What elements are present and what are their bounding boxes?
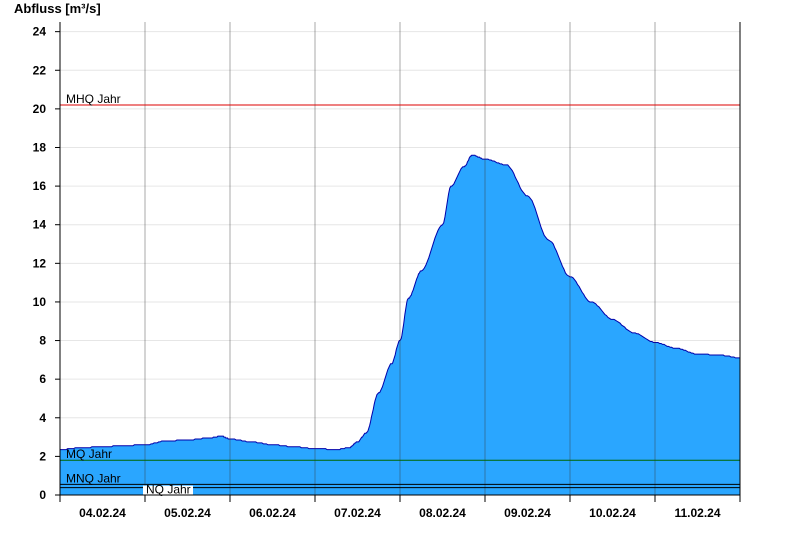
reference-lines: MHQ Jahr MQ Jahr MNQ Jahr NQ Jahr <box>60 92 740 497</box>
x-tick-label: 11.02.24 <box>674 506 720 520</box>
ref-label: MNQ Jahr <box>66 471 121 485</box>
day-separators <box>144 22 656 501</box>
x-tick-label: 05.02.24 <box>164 506 211 520</box>
y-axis-title: Abfluss [m³/s] <box>14 1 101 16</box>
y-tick-label: 14 <box>33 218 47 232</box>
x-tick-label: 10.02.24 <box>589 506 636 520</box>
y-tick-label: 8 <box>39 334 46 348</box>
x-tick-label: 07.02.24 <box>334 506 381 520</box>
y-tick-label: 4 <box>39 411 46 425</box>
discharge-line <box>60 154 740 451</box>
ref-label: MHQ Jahr <box>66 92 121 106</box>
y-tick-label: 18 <box>33 140 47 154</box>
x-tick-label: 04.02.24 <box>79 506 126 520</box>
x-tick-label: 09.02.24 <box>504 506 551 520</box>
y-tick-label: 20 <box>33 102 47 116</box>
x-tick-label: 06.02.24 <box>249 506 296 520</box>
y-tick-label: 2 <box>39 449 46 463</box>
y-tick-label: 12 <box>33 256 47 270</box>
x-tick-label: 08.02.24 <box>419 506 466 520</box>
y-tick-label: 6 <box>39 372 46 386</box>
y-tick-label: 10 <box>33 295 47 309</box>
ref-label: MQ Jahr <box>66 447 112 461</box>
y-tick-label: 16 <box>33 179 47 193</box>
y-tick-label: 24 <box>33 25 47 39</box>
ref-label: NQ Jahr <box>146 483 191 497</box>
y-tick-label: 22 <box>33 63 47 77</box>
y-tick-label: 0 <box>39 488 46 502</box>
ref-label-bg <box>143 485 193 496</box>
x-tick-labels: 04.02.24 05.02.24 06.02.24 07.02.24 08.02.24… <box>59 495 741 520</box>
